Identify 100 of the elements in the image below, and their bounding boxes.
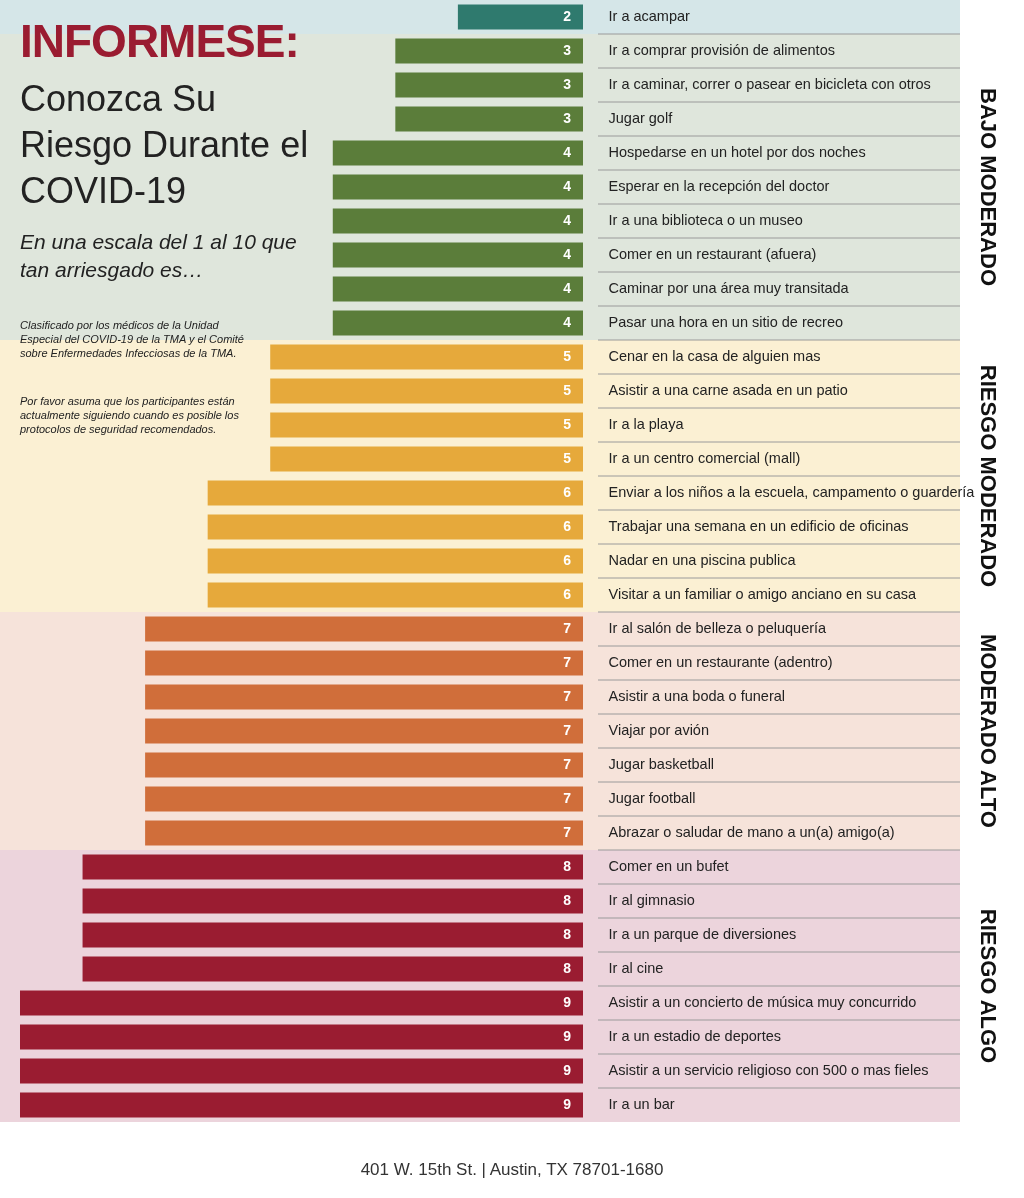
bar xyxy=(332,208,583,234)
bar xyxy=(82,888,583,914)
data-label: 7 xyxy=(563,688,572,704)
y-tick-label: Esperar en la recepción del doctor xyxy=(608,178,830,194)
bar xyxy=(332,140,583,166)
bar xyxy=(332,276,583,302)
y-tick-label: Enviar a los niños a la escuela, campamento o guardería xyxy=(608,484,976,500)
chart-title: INFORMESE: xyxy=(20,14,299,68)
annotation: En una escala del 1 al 10 que tan arriesgado es… xyxy=(20,229,298,283)
bar xyxy=(332,174,583,200)
y-tick-label: Asistir a una boda o funeral xyxy=(608,688,786,704)
y-tick-label: Comer en un restaurante (adentro) xyxy=(608,654,833,670)
bar xyxy=(145,752,583,778)
y-tick-label: Ir al cine xyxy=(608,960,664,976)
data-label: 6 xyxy=(563,552,572,568)
y-tick-label: Nadar en una piscina publica xyxy=(608,552,797,568)
data-label: 6 xyxy=(563,586,572,602)
bar xyxy=(82,922,583,948)
bar xyxy=(145,684,583,710)
bar xyxy=(395,38,583,64)
band-label: MODERADO ALTO xyxy=(976,634,1001,828)
data-label: 7 xyxy=(563,790,572,806)
data-label: 8 xyxy=(563,960,572,976)
data-label: 9 xyxy=(563,1028,572,1044)
bar xyxy=(82,854,583,880)
data-label: 4 xyxy=(563,280,572,296)
data-label: 4 xyxy=(563,212,572,228)
bar xyxy=(270,378,583,404)
data-label: 9 xyxy=(563,1062,572,1078)
bar xyxy=(145,718,583,744)
bar xyxy=(457,4,583,30)
bar xyxy=(20,990,583,1016)
bar xyxy=(20,1058,583,1084)
data-label: 2 xyxy=(563,8,572,24)
data-label: 9 xyxy=(563,994,572,1010)
data-label: 3 xyxy=(563,76,572,92)
bar xyxy=(207,582,583,608)
bar xyxy=(145,820,583,846)
bar xyxy=(82,956,583,982)
bar xyxy=(270,344,583,370)
data-label: 6 xyxy=(563,484,572,500)
bar xyxy=(395,106,583,132)
y-tick-label: Ir a una biblioteca o un museo xyxy=(608,212,803,228)
y-tick-label: Pasar una hora en un sitio de recreo xyxy=(608,314,844,330)
y-tick-label: Abrazar o saludar de mano a un(a) amigo(a) xyxy=(608,824,895,840)
y-tick-label: Jugar basketball xyxy=(608,756,715,772)
y-tick-label: Ir a la playa xyxy=(608,416,685,432)
data-label: 9 xyxy=(563,1096,572,1112)
bar xyxy=(207,480,583,506)
data-label: 7 xyxy=(563,620,572,636)
data-label: 5 xyxy=(563,416,572,432)
data-label: 4 xyxy=(563,314,572,330)
data-label: 7 xyxy=(563,824,572,840)
bar xyxy=(332,310,583,336)
annotation: Por favor asuma que los participantes están actualmente siguiendo cuando es posible los protocolos de seguridad recomendados. xyxy=(20,394,240,436)
data-label: 7 xyxy=(563,722,572,738)
data-label: 5 xyxy=(563,450,572,466)
y-tick-label: Ir al gimnasio xyxy=(608,892,695,908)
bar xyxy=(207,548,583,574)
bar xyxy=(145,650,583,676)
data-label: 6 xyxy=(563,518,572,534)
y-tick-label: Asistir a un concierto de música muy concurrido xyxy=(608,994,917,1010)
band-label: RIESGO MODERADO xyxy=(976,364,1001,588)
data-label: 8 xyxy=(563,926,572,942)
bar xyxy=(270,412,583,438)
y-tick-label: Trabajar una semana en un edificio de oficinas xyxy=(608,518,909,534)
y-tick-label: Ir a un bar xyxy=(608,1096,675,1112)
y-tick-label: Caminar por una área muy transitada xyxy=(608,280,850,296)
y-tick-label: Asistir a un servicio religioso con 500 o mas fieles xyxy=(608,1062,929,1078)
y-tick-label: Jugar golf xyxy=(608,110,674,126)
bar xyxy=(270,446,583,472)
data-label: 5 xyxy=(563,382,572,398)
y-tick-label: Ir a comprar provisión de alimentos xyxy=(608,42,835,58)
bar xyxy=(20,1024,583,1050)
data-label: 7 xyxy=(563,654,572,670)
bar xyxy=(20,1092,583,1118)
data-label: 4 xyxy=(563,246,572,262)
y-tick-label: Viajar por avión xyxy=(608,722,709,738)
data-label: 5 xyxy=(563,348,572,364)
y-tick-label: Ir a un centro comercial (mall) xyxy=(608,450,801,466)
y-tick-label: Ir a caminar, correr o pasear en bicicleta con otros xyxy=(608,76,931,92)
y-tick-label: Asistir a una carne asada en un patio xyxy=(608,382,848,398)
data-label: 8 xyxy=(563,892,572,908)
bar xyxy=(395,72,583,98)
data-label: 8 xyxy=(563,858,572,874)
y-tick-label: Ir a un parque de diversiones xyxy=(608,926,797,942)
y-tick-label: Comer en un restaurant (afuera) xyxy=(608,246,817,262)
bar xyxy=(332,242,583,268)
bar xyxy=(145,616,583,642)
data-label: 3 xyxy=(563,110,572,126)
text: 401 W. 15th St. | Austin, TX 78701-1680 xyxy=(359,1160,665,1180)
y-tick-label: Ir a un estadio de deportes xyxy=(608,1028,782,1044)
y-tick-label: Visitar a un familiar o amigo anciano en su casa xyxy=(608,586,918,602)
band-label: RIESGO ALGO xyxy=(976,908,1001,1064)
data-label: 7 xyxy=(563,756,572,772)
bar xyxy=(145,786,583,812)
y-tick-label: Jugar football xyxy=(608,790,696,806)
text: Conozca Su Riesgo Durante el COVID-19 xyxy=(20,77,310,213)
y-tick-label: Ir a acampar xyxy=(608,8,691,24)
y-tick-label: Hospedarse en un hotel por dos noches xyxy=(608,144,866,160)
